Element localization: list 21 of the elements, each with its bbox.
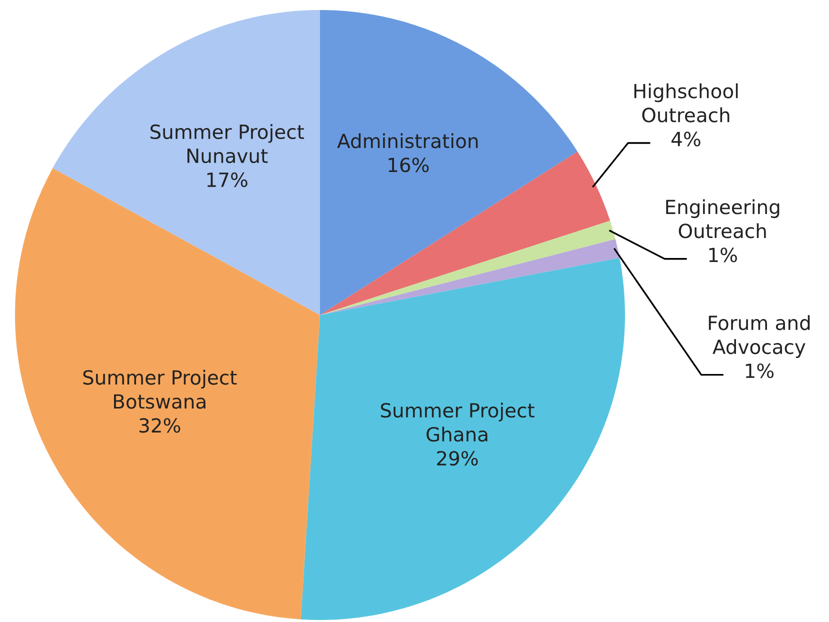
data-label: 17% [207, 172, 248, 188]
pie-slice [15, 168, 320, 620]
pie-slice [320, 220, 616, 315]
pie-slice [320, 239, 620, 315]
pie-slice [52, 10, 320, 315]
slice-label: Engineering Outreach [666, 199, 780, 238]
slice-label: Summer Project Ghana [380, 402, 534, 442]
data-label: 16% [388, 158, 429, 172]
data-label: 32% [140, 418, 180, 433]
pie-slice [320, 152, 610, 315]
slice-label: Administration [337, 133, 478, 148]
slice-label: Summer Project Botswana [83, 370, 237, 409]
pie-slice [300, 258, 625, 620]
slice-label: Summer Project Nunavut [150, 124, 304, 164]
data-label: 1% [746, 363, 774, 378]
data-label: 29% [437, 450, 478, 466]
data-label: 1% [709, 248, 737, 262]
slice-label: Highschool Outreach [634, 83, 738, 122]
slice-label: Forum and Advocacy [708, 315, 810, 358]
pie-slice [320, 10, 578, 315]
data-label: 4% [672, 132, 700, 146]
